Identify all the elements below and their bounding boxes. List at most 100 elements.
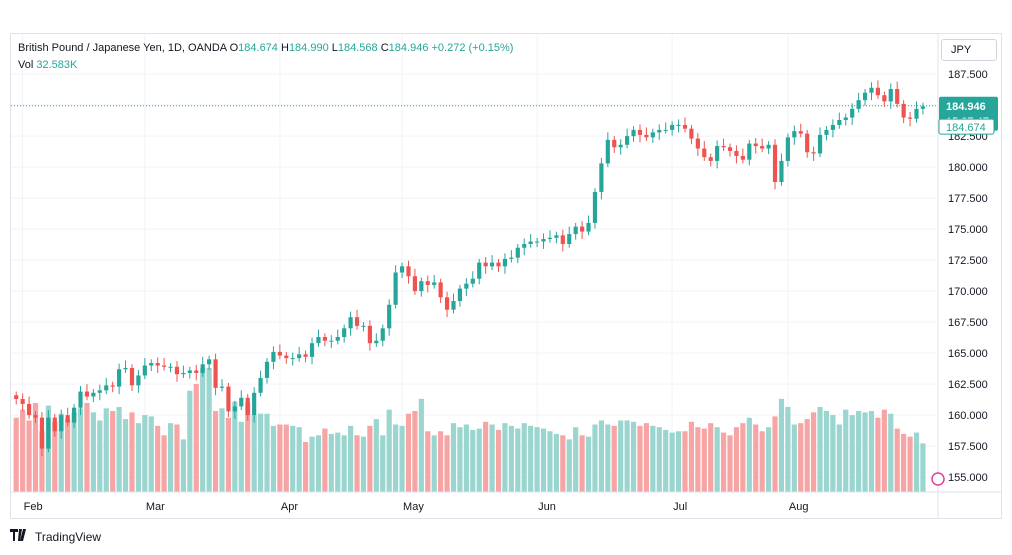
- volume-bar: [26, 420, 32, 492]
- x-tick-label: Aug: [789, 501, 809, 513]
- volume-bars: [13, 367, 926, 492]
- tradingview-logo-icon: [10, 529, 30, 544]
- chart-legend: British Pound / Japanese Yen, 1D, OANDA …: [18, 40, 513, 74]
- volume-bar: [13, 417, 19, 492]
- volume-bar: [650, 425, 656, 492]
- high-value: 184.990: [288, 42, 329, 54]
- high-label: H: [280, 42, 289, 54]
- currency-button[interactable]: JPY: [941, 39, 997, 61]
- low-label: L: [331, 42, 338, 54]
- candle-body: [496, 262, 501, 267]
- candle-body: [901, 103, 906, 118]
- volume-bar: [695, 427, 701, 492]
- volume-bar: [212, 411, 219, 492]
- candle-body: [232, 406, 237, 412]
- candle-body: [387, 304, 392, 329]
- y-tick-label: 167.500: [948, 317, 988, 329]
- candle-body: [78, 391, 83, 408]
- candle-body: [309, 343, 315, 357]
- candle-body: [425, 281, 430, 285]
- candle-body: [734, 151, 739, 156]
- close-value: 184.946: [388, 42, 429, 54]
- candle-body: [888, 89, 893, 102]
- volume-bar: [367, 425, 373, 492]
- volume-value: 32.583K: [36, 59, 78, 71]
- volume-bar: [52, 421, 58, 492]
- candle-body: [155, 363, 160, 366]
- volume-bar: [257, 413, 264, 492]
- volume-bar: [836, 424, 842, 492]
- volume-bar: [174, 424, 180, 492]
- volume-bar: [534, 427, 540, 492]
- volume-bar: [920, 443, 926, 492]
- axes: 155.000 157.500 160.000 162.500 165.000 167.5…: [11, 34, 1001, 518]
- candle-body: [824, 129, 829, 135]
- volume-bar: [637, 425, 643, 492]
- candle-body: [129, 368, 135, 386]
- open-value: 184.674: [238, 42, 278, 54]
- candle-body: [464, 283, 469, 289]
- volume-bar: [206, 367, 212, 492]
- candle-body: [316, 337, 321, 344]
- y-tick-label: 162.500: [948, 379, 988, 391]
- volume-bar: [309, 436, 315, 492]
- candle-body: [219, 386, 225, 388]
- candle-body: [644, 134, 649, 138]
- y-tick-label: 165.000: [948, 348, 988, 360]
- candle-body: [535, 241, 540, 243]
- volume-bar: [148, 416, 154, 492]
- candle-body: [573, 226, 578, 235]
- volume-bar: [901, 433, 907, 492]
- volume-bar: [90, 412, 96, 492]
- volume-bar: [528, 425, 534, 492]
- volume-bar: [888, 413, 894, 492]
- change-value: +0.272 (+0.15%): [431, 42, 514, 54]
- candle-body: [805, 133, 810, 153]
- volume-bar: [32, 402, 39, 492]
- candle-body: [695, 138, 700, 149]
- candle-body: [830, 124, 835, 130]
- volume-bar: [701, 428, 707, 492]
- volume-bar: [811, 412, 817, 492]
- candle-body: [843, 117, 848, 120]
- last-price-text: 184.946: [946, 101, 986, 113]
- candle-body: [489, 262, 495, 267]
- candle-body: [715, 146, 720, 161]
- candle-body: [907, 117, 913, 119]
- candle-body: [117, 369, 122, 387]
- candle-body: [753, 143, 758, 147]
- candle-body: [817, 134, 823, 154]
- candle-body: [20, 399, 25, 404]
- brand-name: TradingView: [35, 529, 102, 544]
- volume-bar: [598, 420, 604, 492]
- candle-body: [59, 415, 64, 432]
- candle-body: [580, 226, 585, 232]
- candle-body: [444, 297, 450, 310]
- session-marker: [931, 472, 945, 486]
- volume-bar: [875, 417, 881, 492]
- candle-body: [252, 392, 257, 416]
- volume-bar: [187, 390, 193, 492]
- symbol-title[interactable]: British Pound / Japanese Yen, 1D, OANDA: [18, 42, 227, 54]
- ohlc-row: British Pound / Japanese Yen, 1D, OANDA …: [18, 40, 513, 57]
- candle-body: [149, 363, 154, 366]
- volume-bar: [238, 421, 244, 492]
- volume-bar: [817, 406, 823, 492]
- brand-footer[interactable]: TradingView: [10, 529, 101, 544]
- volume-bar: [348, 425, 354, 492]
- volume-bar: [856, 411, 862, 492]
- candle-body: [766, 144, 771, 149]
- candle-body: [618, 144, 623, 148]
- volume-bar: [71, 412, 77, 492]
- volume-bar: [611, 425, 617, 492]
- candle-body: [200, 364, 205, 373]
- volume-bar: [219, 408, 225, 492]
- candle-body: [612, 139, 617, 148]
- candle-body: [477, 262, 482, 279]
- volume-bar: [328, 433, 334, 492]
- volume-bar: [868, 411, 875, 492]
- candle-body: [65, 415, 70, 423]
- volume-bar: [573, 427, 579, 492]
- candle-body: [631, 129, 636, 137]
